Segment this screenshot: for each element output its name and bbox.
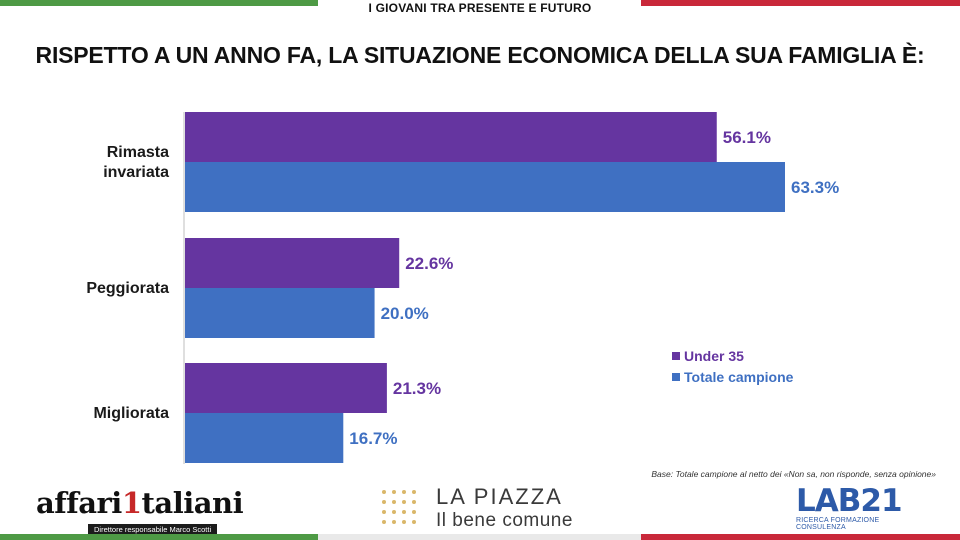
top-red-stripe — [641, 0, 960, 6]
bottom-green-stripe — [0, 534, 318, 540]
legend-item-under35: Under 35 — [672, 345, 793, 366]
top-green-stripe — [0, 0, 318, 6]
category-label-0: Rimasta — [107, 144, 169, 161]
lapiazza-subtitle: Il bene comune — [436, 510, 573, 531]
bar-totale-0 — [185, 162, 785, 212]
value-label-under35-1: 22.6% — [405, 254, 453, 273]
lab21-wordmark: LAB21 — [796, 483, 903, 519]
bottom-white-stripe — [318, 534, 641, 540]
base-note: Base: Totale campione al netto dei «Non … — [651, 469, 936, 479]
bar-under35-2 — [185, 363, 387, 413]
category-label-0: invariata — [103, 164, 169, 181]
bar-totale-1 — [185, 288, 375, 338]
category-label-2: Migliorata — [93, 405, 169, 422]
lab21-subtitle: RICERCA FORMAZIONE CONSULENZA — [796, 517, 880, 531]
affaritaliani-subtitle: Direttore responsabile Marco Scotti — [88, 524, 218, 535]
lapiazza-title: LA PIAZZA — [436, 484, 563, 509]
category-label-1: Peggiorata — [86, 280, 169, 297]
legend-swatch-under35 — [672, 351, 680, 360]
legend-item-totale: Totale campione — [672, 366, 793, 387]
legend: Under 35 Totale campione — [672, 345, 793, 387]
bottom-red-stripe — [641, 534, 960, 540]
bar-totale-2 — [185, 413, 344, 463]
bar-under35-1 — [185, 238, 400, 288]
value-label-totale-2: 16.7% — [349, 429, 397, 448]
chart-title: RISPETTO A UN ANNO FA, LA SITUAZIONE ECO… — [35, 42, 925, 68]
legend-label-under35: Under 35 — [684, 347, 744, 364]
legend-label-totale: Totale campione — [684, 368, 794, 385]
header-label: I GIOVANI TRA PRESENTE E FUTURO — [368, 1, 592, 15]
value-label-totale-1: 20.0% — [381, 304, 429, 323]
legend-swatch-totale — [672, 372, 680, 381]
value-label-under35-2: 21.3% — [393, 379, 441, 398]
value-label-totale-0: 63.3% — [791, 178, 839, 197]
bar-under35-0 — [185, 112, 717, 162]
affaritaliani-logo: affari1taliani Direttore responsabile Ma… — [36, 486, 246, 535]
value-label-under35-0: 56.1% — [723, 128, 771, 147]
lab21-logo: LAB21 RICERCA FORMAZIONE CONSULENZA — [796, 483, 930, 532]
affaritaliani-wordmark: affari1taliani — [36, 486, 244, 520]
lapiazza-logo: LA PIAZZA Il bene comune — [380, 484, 600, 532]
piazza-dots-icon — [382, 490, 416, 524]
